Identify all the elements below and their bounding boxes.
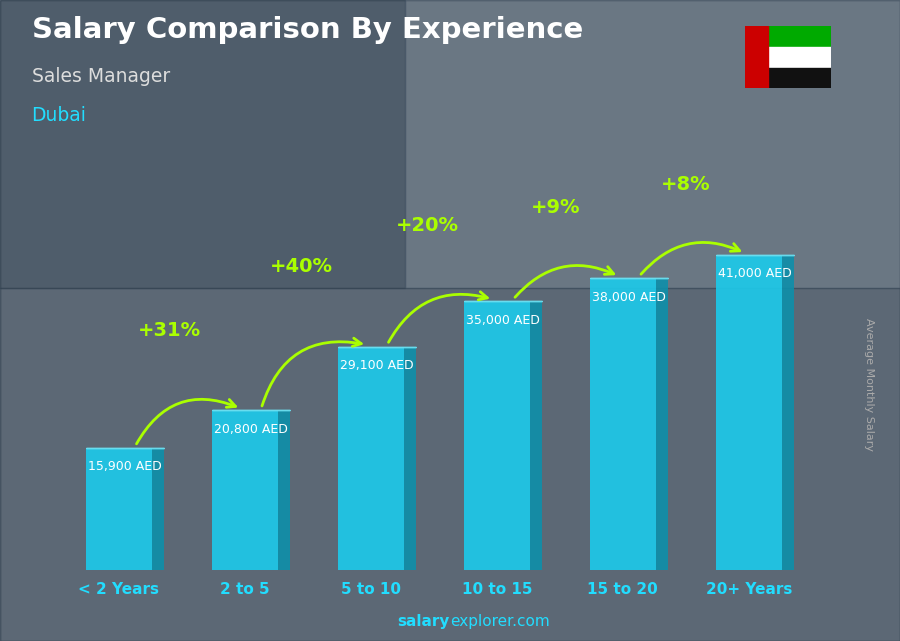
Text: +40%: +40% bbox=[270, 257, 333, 276]
Text: 35,000 AED: 35,000 AED bbox=[466, 313, 540, 326]
Bar bbox=[655, 278, 668, 570]
Bar bbox=[0, 288, 900, 641]
Bar bbox=[590, 278, 655, 570]
Text: 15,900 AED: 15,900 AED bbox=[88, 460, 162, 474]
Text: +9%: +9% bbox=[531, 198, 580, 217]
Bar bbox=[716, 255, 781, 570]
Bar bbox=[745, 26, 831, 47]
Text: 38,000 AED: 38,000 AED bbox=[592, 290, 666, 303]
Bar bbox=[0, 0, 405, 288]
Bar bbox=[86, 448, 151, 570]
Text: Dubai: Dubai bbox=[32, 106, 86, 125]
Bar bbox=[403, 347, 416, 570]
Text: +8%: +8% bbox=[661, 175, 711, 194]
Bar bbox=[338, 347, 403, 570]
Text: Salary Comparison By Experience: Salary Comparison By Experience bbox=[32, 16, 583, 44]
Bar bbox=[212, 410, 277, 570]
Text: 20,800 AED: 20,800 AED bbox=[214, 423, 288, 436]
Bar bbox=[405, 0, 900, 288]
Text: 41,000 AED: 41,000 AED bbox=[718, 267, 792, 280]
Text: +20%: +20% bbox=[396, 215, 459, 235]
Bar bbox=[464, 301, 529, 570]
Text: Sales Manager: Sales Manager bbox=[32, 67, 170, 87]
Text: +31%: +31% bbox=[138, 321, 201, 340]
Text: salary: salary bbox=[398, 615, 450, 629]
Text: Average Monthly Salary: Average Monthly Salary bbox=[863, 318, 874, 451]
Bar bbox=[529, 301, 542, 570]
Text: explorer.com: explorer.com bbox=[450, 615, 550, 629]
Bar bbox=[745, 26, 768, 88]
Bar bbox=[781, 255, 794, 570]
Bar bbox=[745, 67, 831, 88]
Bar bbox=[151, 448, 164, 570]
Bar bbox=[745, 47, 831, 67]
Bar bbox=[277, 410, 290, 570]
Text: 29,100 AED: 29,100 AED bbox=[340, 359, 414, 372]
